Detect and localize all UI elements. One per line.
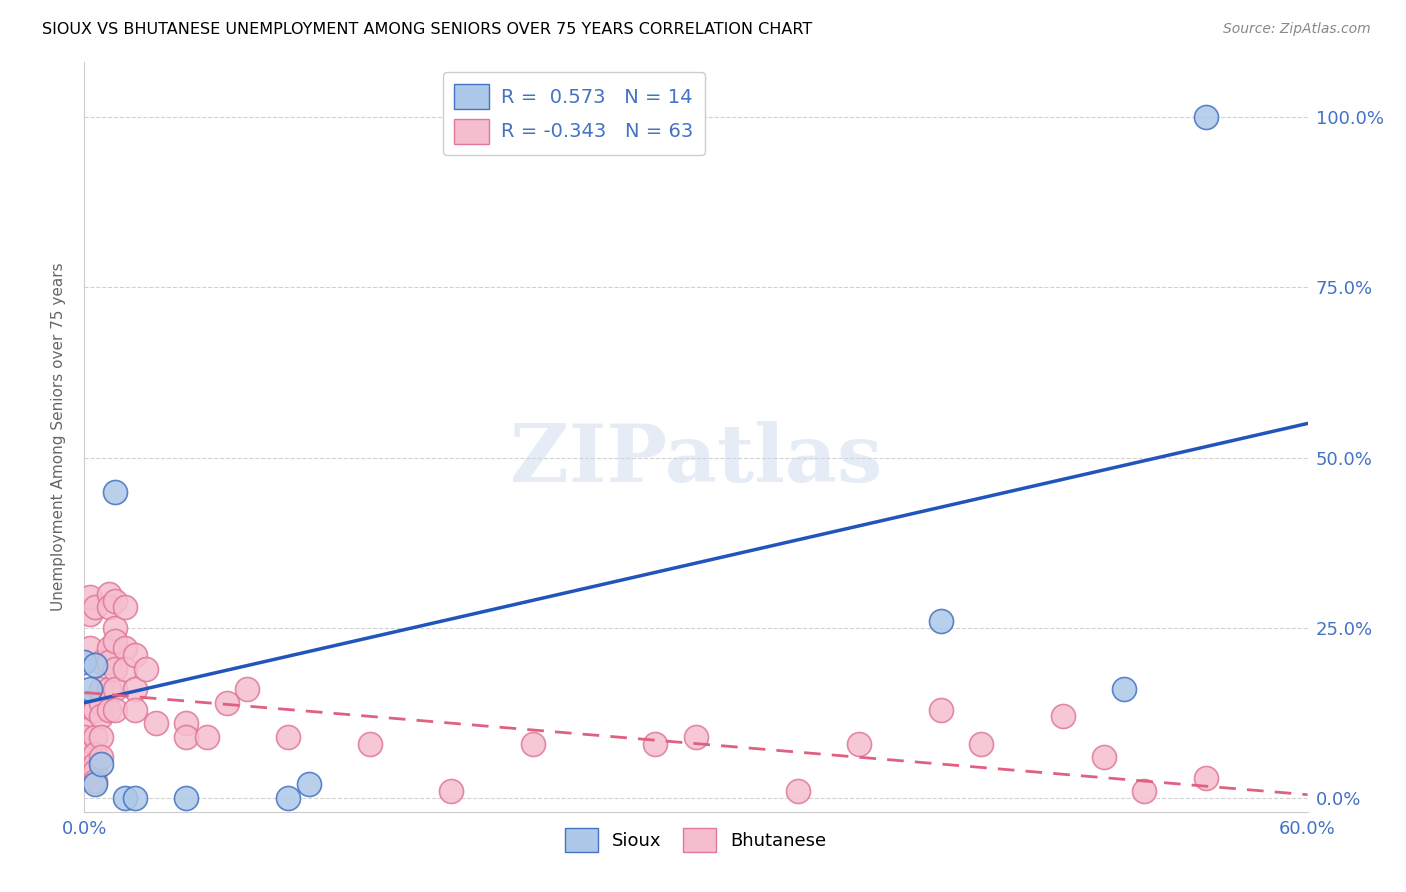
Point — [73, 699, 96, 714]
Point — [83, 747, 105, 761]
Text: Source: ZipAtlas.com: Source: ZipAtlas.com — [1223, 22, 1371, 37]
Point — [1133, 784, 1156, 798]
Point — [1114, 682, 1136, 697]
Text: SIOUX VS BHUTANESE UNEMPLOYMENT AMONG SENIORS OVER 75 YEARS CORRELATION CHART: SIOUX VS BHUTANESE UNEMPLOYMENT AMONG SE… — [42, 22, 813, 37]
Point — [174, 791, 197, 805]
Point — [83, 777, 105, 791]
Point — [1195, 771, 1218, 785]
Point — [114, 600, 136, 615]
Point — [970, 737, 993, 751]
Point — [104, 484, 127, 499]
Point — [73, 757, 96, 772]
Point — [97, 655, 120, 669]
Point — [90, 696, 112, 710]
Point — [1195, 110, 1218, 124]
Point — [929, 614, 952, 628]
Point — [104, 621, 127, 635]
Point — [114, 791, 136, 805]
Point — [83, 658, 105, 673]
Point — [848, 737, 870, 751]
Point — [97, 587, 120, 601]
Point — [236, 682, 259, 697]
Point — [90, 682, 112, 697]
Y-axis label: Unemployment Among Seniors over 75 years: Unemployment Among Seniors over 75 years — [51, 263, 66, 611]
Point — [522, 737, 544, 751]
Point — [104, 662, 127, 676]
Point — [73, 764, 96, 778]
Point — [83, 774, 105, 789]
Point — [787, 784, 810, 798]
Point — [277, 730, 299, 744]
Point — [79, 641, 101, 656]
Point — [359, 737, 381, 751]
Point — [440, 784, 463, 798]
Point — [97, 682, 120, 697]
Point — [124, 682, 146, 697]
Point — [79, 607, 101, 622]
Point — [685, 730, 707, 744]
Point — [174, 716, 197, 731]
Point — [114, 641, 136, 656]
Point — [277, 791, 299, 805]
Point — [195, 730, 218, 744]
Point — [90, 757, 112, 772]
Text: ZIPatlas: ZIPatlas — [510, 420, 882, 499]
Point — [135, 662, 157, 676]
Point — [929, 702, 952, 716]
Legend: Sioux, Bhutanese: Sioux, Bhutanese — [558, 822, 834, 859]
Point — [1092, 750, 1115, 764]
Point — [83, 764, 105, 778]
Point — [83, 600, 105, 615]
Point — [298, 777, 321, 791]
Point — [104, 702, 127, 716]
Point — [97, 641, 120, 656]
Point — [83, 757, 105, 772]
Point — [83, 702, 105, 716]
Point — [174, 730, 197, 744]
Point — [644, 737, 666, 751]
Point — [1052, 709, 1074, 723]
Point — [73, 655, 96, 669]
Point — [90, 730, 112, 744]
Point — [90, 750, 112, 764]
Point — [73, 743, 96, 757]
Point — [124, 791, 146, 805]
Point — [104, 682, 127, 697]
Point — [73, 771, 96, 785]
Point — [90, 655, 112, 669]
Point — [104, 593, 127, 607]
Point — [73, 747, 96, 761]
Point — [97, 600, 120, 615]
Point — [90, 709, 112, 723]
Point — [114, 662, 136, 676]
Point — [83, 730, 105, 744]
Point — [79, 682, 101, 697]
Point — [73, 730, 96, 744]
Point — [217, 696, 239, 710]
Point — [104, 634, 127, 648]
Point — [73, 723, 96, 737]
Point — [124, 648, 146, 662]
Point — [145, 716, 167, 731]
Point — [97, 702, 120, 716]
Point — [79, 590, 101, 604]
Point — [124, 702, 146, 716]
